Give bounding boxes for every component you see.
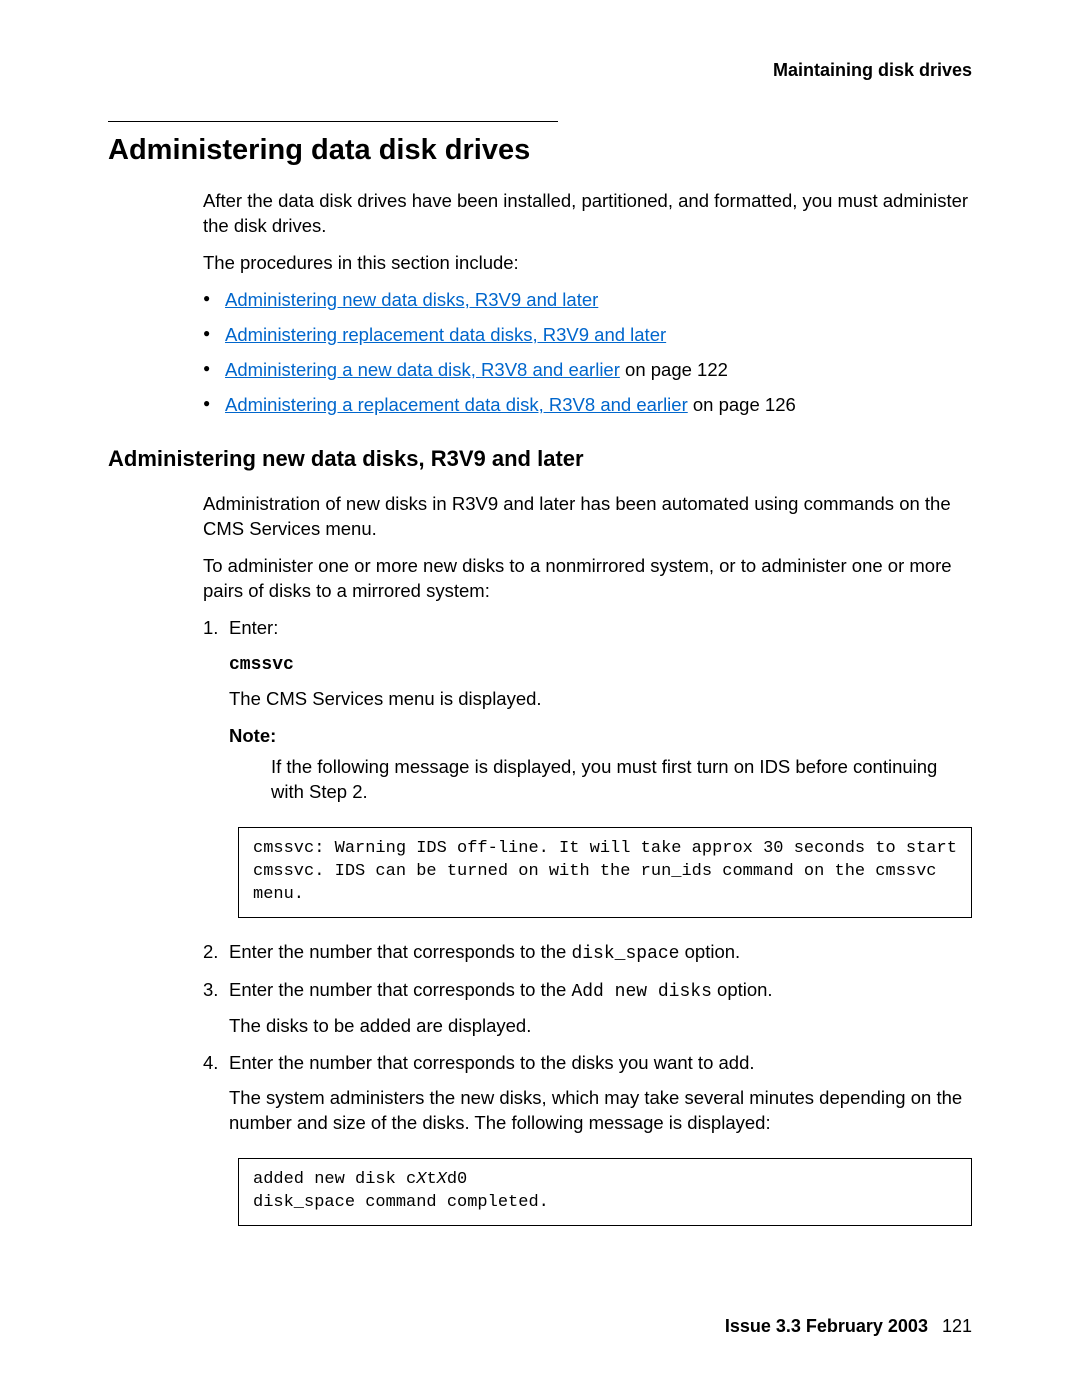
step-1: Enter: cmssvc The CMS Services menu is d… [203, 616, 972, 805]
step-result: The system administers the new disks, wh… [229, 1086, 972, 1136]
toc-link[interactable]: Administering a new data disk, R3V8 and … [225, 359, 620, 380]
step-result: The disks to be added are displayed. [229, 1014, 972, 1039]
page-footer: Issue 3.3 February 2003 121 [725, 1316, 972, 1337]
toc-link[interactable]: Administering replacement data disks, R3… [225, 324, 666, 345]
procedure-steps-cont: Enter the number that corresponds to the… [203, 940, 972, 1136]
title-rule [108, 121, 558, 122]
issue-label: Issue 3.3 February 2003 [725, 1316, 928, 1336]
code-output-1: cmssvc: Warning IDS off-line. It will ta… [238, 827, 972, 918]
step-text-post: option. [679, 941, 740, 962]
section-heading: Administering new data disks, R3V9 and l… [108, 446, 972, 472]
page-title: Administering data disk drives [108, 134, 972, 167]
section-para-2: To administer one or more new disks to a… [203, 554, 972, 604]
note-body: If the following message is displayed, y… [271, 755, 972, 805]
inline-mono: disk_space [571, 944, 679, 964]
step-text-pre: Enter the number that corresponds to the [229, 941, 571, 962]
step-text-pre: Enter the number that corresponds to the [229, 979, 571, 1000]
intro-para-1: After the data disk drives have been ins… [203, 189, 972, 239]
bullet-item: Administering new data disks, R3V9 and l… [203, 288, 972, 313]
step-3: Enter the number that corresponds to the… [203, 978, 972, 1039]
toc-link[interactable]: Administering new data disks, R3V9 and l… [225, 289, 598, 310]
step-label: Enter: [229, 617, 278, 638]
note-label: Note: [229, 724, 972, 749]
step-2: Enter the number that corresponds to the… [203, 940, 972, 966]
step-text-post: option. [712, 979, 773, 1000]
procedure-steps: Enter: cmssvc The CMS Services menu is d… [203, 616, 972, 805]
toc-link[interactable]: Administering a replacement data disk, R… [225, 394, 688, 415]
toc-suffix: on page 122 [620, 359, 728, 380]
bullet-item: Administering a new data disk, R3V8 and … [203, 358, 972, 383]
code-output-2: added new disk cXtXd0 disk_space command… [238, 1158, 972, 1226]
section-para-1: Administration of new disks in R3V9 and … [203, 492, 972, 542]
step-result: The CMS Services menu is displayed. [229, 687, 972, 712]
bullet-item: Administering replacement data disks, R3… [203, 323, 972, 348]
intro-para-2: The procedures in this section include: [203, 251, 972, 276]
step-text: Enter the number that corresponds to the… [229, 1052, 755, 1073]
inline-mono: Add new disks [571, 982, 711, 1002]
command-text: cmssvc [229, 655, 294, 675]
running-header: Maintaining disk drives [108, 60, 972, 81]
page-number: 121 [942, 1316, 972, 1336]
step-4: Enter the number that corresponds to the… [203, 1051, 972, 1136]
toc-bullets: Administering new data disks, R3V9 and l… [203, 288, 972, 418]
bullet-item: Administering a replacement data disk, R… [203, 393, 972, 418]
toc-suffix: on page 126 [688, 394, 796, 415]
